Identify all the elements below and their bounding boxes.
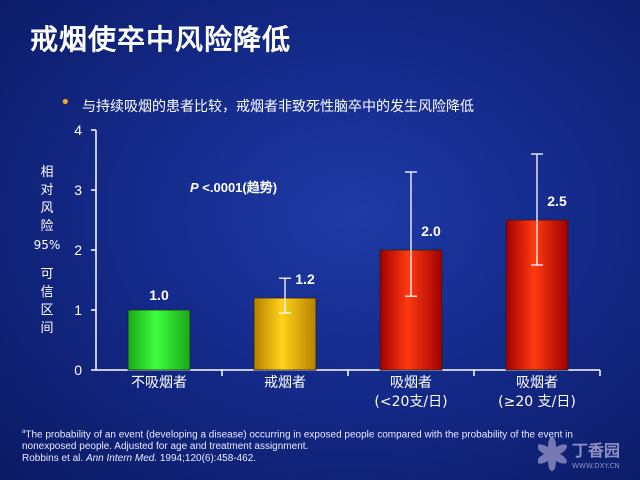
- y-label-char: 间: [40, 321, 54, 336]
- footnote: aThe probability of an event (developing…: [22, 426, 622, 465]
- y-axis-label-bottom: 可 信 区 间: [36, 266, 58, 338]
- y-tick-label: 0: [74, 362, 82, 378]
- footnote-marker: a: [22, 429, 26, 435]
- y-tick-label: 2: [74, 242, 82, 258]
- p-value-annotation: P <.0001(趋势): [190, 180, 277, 195]
- citation: Robbins et al. Ann Intern Med. 1994;120(…: [22, 453, 622, 465]
- flower-logo-icon: 丁香园 WWW.DXY.CN: [537, 437, 620, 471]
- watermark-url: WWW.DXY.CN: [572, 462, 620, 470]
- bullet-text: 与持续吸烟的患者比较，戒烟者非致死性脑卒中的发生风险降低: [82, 99, 474, 115]
- y-label-char: 信: [40, 285, 54, 300]
- footnote-text: aThe probability of an event (developing…: [22, 426, 622, 453]
- category-label: (<20支/日): [374, 394, 447, 410]
- y-axis-label-top: 相 对 风 险: [36, 164, 58, 236]
- value-label: 2.0: [421, 223, 441, 239]
- category-label: 不吸烟者: [131, 375, 187, 391]
- category-label: 吸烟者: [390, 375, 432, 391]
- value-label: 2.5: [547, 193, 567, 209]
- y-label-char: 相: [40, 165, 54, 180]
- y-label-char: 风: [40, 201, 54, 216]
- citation-authors: Robbins et al.: [22, 453, 86, 465]
- y-tick-label: 1: [74, 302, 82, 318]
- footnote-line: The probability of an event (developing …: [22, 429, 573, 453]
- watermark-text: 丁香园: [572, 441, 620, 460]
- citation-journal: Ann Intern Med.: [85, 453, 158, 465]
- value-label: 1.2: [295, 271, 315, 287]
- value-label: 1.0: [149, 287, 169, 303]
- y-label-char: 对: [40, 183, 54, 198]
- citation-details: 1994;120(6):458-462.: [157, 453, 257, 465]
- y-axis-label-ci: 95%: [33, 238, 61, 252]
- y-tick-label: 3: [74, 182, 82, 198]
- category-label: (≥20 支/日): [498, 394, 576, 410]
- category-label: 吸烟者: [516, 375, 558, 391]
- y-label-char: 可: [40, 267, 54, 282]
- y-label-char: 险: [40, 219, 54, 234]
- y-tick-label: 4: [74, 122, 82, 138]
- category-label: 戒烟者: [264, 375, 306, 391]
- y-label-char: 区: [40, 303, 54, 318]
- bullet-icon: •: [60, 92, 71, 113]
- slide-title: 戒烟使卒中风险降低: [30, 23, 292, 56]
- watermark-logo: 丁香园 WWW.DXY.CN: [537, 434, 628, 474]
- bar: [127, 309, 191, 371]
